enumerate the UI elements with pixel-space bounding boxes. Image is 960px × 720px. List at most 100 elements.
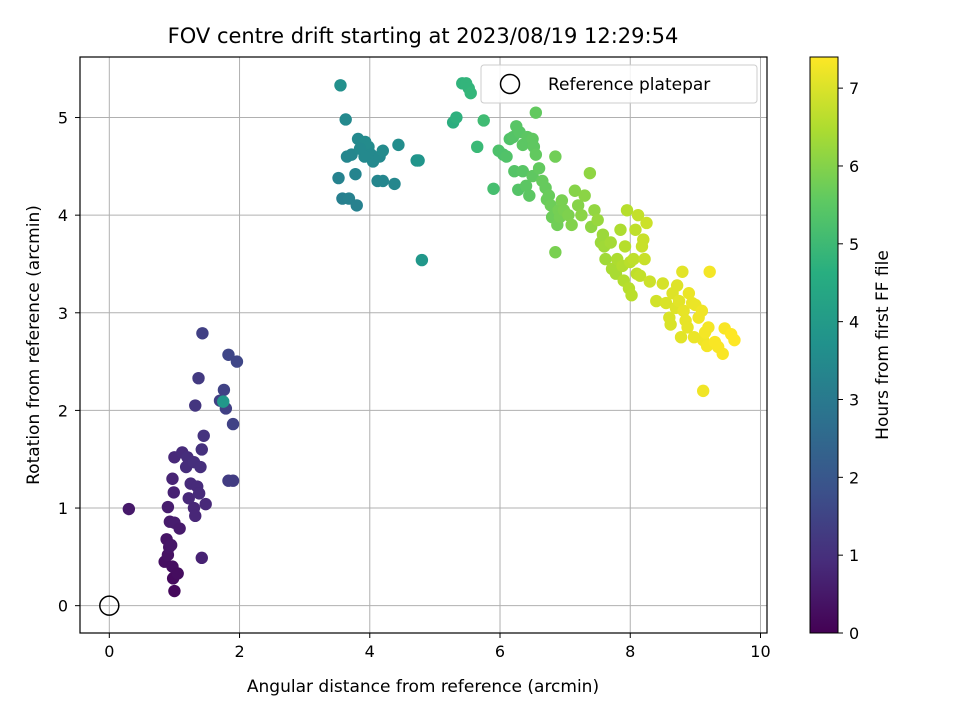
data-point — [166, 472, 179, 485]
y-tick-label: 3 — [58, 304, 68, 323]
colorbar: 0 1 2 3 4 5 6 7 Hours from first FF file — [809, 56, 893, 643]
data-point — [625, 289, 638, 302]
data-point — [199, 497, 212, 511]
legend-entry-reference: Reference platepar — [548, 75, 710, 95]
data-point — [696, 384, 710, 398]
data-point — [388, 177, 401, 191]
legend: Reference platepar — [480, 64, 758, 104]
data-point — [192, 487, 206, 500]
data-point — [487, 182, 500, 195]
data-point — [674, 330, 688, 344]
colorbar-tick-label: 2 — [849, 468, 859, 487]
data-points — [122, 77, 741, 598]
colorbar-label: Hours from first FF file — [873, 250, 893, 440]
data-point — [122, 502, 136, 516]
reference-platepar-marker — [99, 595, 120, 616]
data-point — [555, 194, 569, 207]
colorbar-tick-label: 1 — [849, 546, 859, 565]
y-tick-label: 4 — [58, 206, 68, 225]
x-axis-ticks: 0 2 4 6 8 10 — [104, 633, 771, 661]
data-point — [695, 304, 709, 318]
data-point — [332, 171, 345, 185]
data-point — [350, 199, 363, 212]
data-point — [516, 165, 530, 178]
data-point — [339, 113, 352, 126]
data-point — [195, 551, 208, 565]
data-point — [588, 204, 601, 217]
data-point — [450, 111, 463, 124]
y-axis-label: Rotation from reference (arcmin) — [24, 205, 44, 485]
x-tick-label: 2 — [234, 642, 244, 661]
data-point — [464, 86, 477, 100]
data-point — [549, 150, 562, 163]
data-point — [471, 140, 484, 154]
colorbar-tick-label: 3 — [849, 390, 859, 409]
data-point — [523, 189, 536, 202]
data-point — [604, 236, 617, 249]
grid-lines — [80, 57, 767, 633]
data-point — [532, 162, 546, 175]
data-point — [633, 269, 647, 282]
data-point — [620, 204, 634, 217]
data-point — [192, 371, 205, 385]
chart-title: FOV centre drift starting at 2023/08/19 … — [168, 24, 679, 48]
y-axis-ticks: 0 1 2 3 4 5 — [58, 109, 80, 616]
data-point — [656, 277, 670, 290]
data-point — [217, 395, 230, 408]
data-point — [173, 522, 186, 535]
data-point — [677, 304, 690, 318]
data-point — [583, 166, 597, 180]
x-tick-label: 6 — [495, 642, 505, 661]
data-point — [676, 265, 689, 278]
data-point — [217, 383, 231, 397]
data-point — [168, 584, 181, 598]
data-point — [392, 138, 405, 152]
data-point — [638, 252, 651, 266]
data-point — [353, 142, 367, 155]
data-point — [529, 148, 543, 161]
data-point — [702, 321, 715, 334]
data-point — [643, 275, 656, 288]
data-point — [164, 538, 178, 552]
data-point — [659, 296, 673, 310]
data-point — [230, 355, 244, 368]
data-point — [226, 417, 240, 431]
data-point — [189, 509, 202, 523]
x-tick-label: 0 — [104, 642, 114, 661]
y-tick-label: 2 — [58, 401, 68, 420]
x-tick-label: 4 — [365, 642, 375, 661]
data-point — [681, 321, 694, 334]
data-point — [637, 233, 650, 246]
data-point — [334, 79, 347, 92]
data-point — [226, 474, 240, 487]
data-point — [664, 318, 677, 331]
legend-reference-marker — [499, 73, 521, 95]
data-point — [565, 218, 578, 232]
y-tick-label: 1 — [58, 499, 68, 518]
data-point — [650, 294, 663, 308]
data-point — [599, 252, 612, 266]
data-point — [349, 167, 362, 181]
data-point — [161, 500, 175, 514]
data-point — [614, 223, 627, 236]
y-tick-label: 0 — [58, 597, 68, 616]
data-point — [189, 399, 202, 412]
x-axis-label: Angular distance from reference (arcmin) — [247, 677, 599, 697]
x-tick-label: 10 — [750, 642, 770, 661]
data-point — [500, 150, 513, 163]
data-point — [627, 252, 640, 266]
data-point — [195, 443, 208, 456]
colorbar-tick-label: 4 — [849, 313, 859, 332]
colorbar-gradient — [809, 56, 839, 634]
data-point — [194, 460, 207, 474]
colorbar-ticks: 0 1 2 3 4 5 6 7 — [838, 79, 859, 643]
data-point — [591, 213, 604, 227]
data-point — [477, 114, 490, 127]
data-point — [171, 567, 184, 580]
data-point — [519, 179, 533, 193]
data-point — [415, 253, 429, 267]
data-point — [629, 223, 642, 236]
data-point — [703, 265, 716, 278]
data-point — [578, 189, 591, 202]
